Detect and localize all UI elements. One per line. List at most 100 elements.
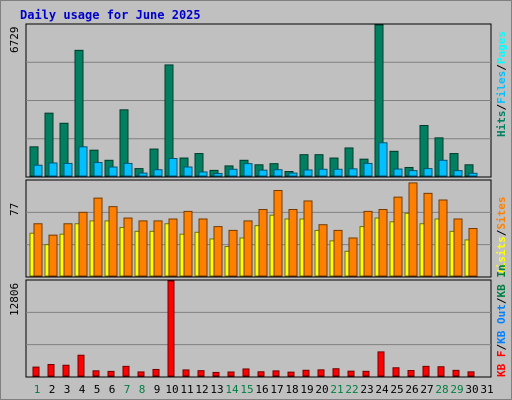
- panel-visits-max-label: 77: [8, 202, 21, 216]
- x-tick-label-day-31: 31: [480, 383, 493, 396]
- bar-sites-day-8: [138, 220, 148, 277]
- chart-title: Daily usage for June 2025: [20, 8, 201, 22]
- bar-files-day-26: [408, 170, 418, 177]
- x-tick-label-day-20: 20: [315, 383, 328, 396]
- bar-kb-f-day-15: [242, 368, 250, 377]
- bar-sites-day-24: [378, 209, 388, 277]
- bar-sites-day-29: [453, 218, 463, 277]
- x-tick-label-day-30: 30: [465, 383, 478, 396]
- legend-entry: /: [495, 64, 508, 71]
- bar-kb-f-day-29: [452, 369, 460, 377]
- legend-entry: /: [495, 103, 508, 111]
- bar-kb-f-day-10: [167, 280, 175, 377]
- legend-entry: KB In: [495, 264, 508, 298]
- bar-sites-day-21: [333, 229, 343, 277]
- x-tick-label-day-10: 10: [165, 383, 178, 396]
- x-tick-label-day-11: 11: [180, 383, 193, 396]
- bar-sites-day-20: [318, 224, 328, 277]
- x-tick-label-day-17: 17: [270, 383, 283, 396]
- panel-kbytes-legend: KB F/KB Out/KB In: [495, 264, 508, 377]
- x-tick-label-day-28: 28: [435, 383, 448, 396]
- bar-sites-day-9: [153, 220, 163, 277]
- panel-kbytes-area: [25, 279, 492, 378]
- bar-files-day-21: [333, 168, 343, 177]
- x-tick-label-day-8: 8: [139, 383, 146, 396]
- bar-files-day-11: [183, 166, 193, 177]
- x-tick-label-day-2: 2: [49, 383, 56, 396]
- x-tick-label-day-15: 15: [240, 383, 253, 396]
- bar-sites-day-23: [363, 210, 373, 277]
- bar-sites-day-18: [288, 209, 298, 277]
- bar-sites-day-3: [63, 223, 73, 277]
- x-tick-label-day-1: 1: [34, 383, 41, 396]
- bar-files-day-7: [123, 162, 133, 177]
- x-tick-label-day-14: 14: [225, 383, 239, 396]
- bar-sites-day-25: [393, 196, 403, 277]
- bar-sites-day-10: [168, 218, 178, 277]
- bar-kb-f-day-7: [122, 365, 130, 377]
- bar-files-day-29: [453, 170, 463, 177]
- bar-sites-day-26: [408, 182, 418, 277]
- bar-kb-f-day-8: [137, 371, 145, 377]
- bar-sites-day-4: [78, 211, 88, 277]
- bar-kb-f-day-22: [347, 370, 355, 377]
- bar-kb-f-day-5: [92, 370, 100, 377]
- bar-kb-f-day-9: [152, 368, 160, 377]
- legend-entry: KB F: [495, 350, 508, 378]
- bar-files-day-17: [273, 169, 283, 177]
- bar-files-day-13: [213, 173, 223, 177]
- x-tick-label-day-19: 19: [300, 383, 313, 396]
- x-tick-label-day-27: 27: [420, 383, 433, 396]
- bar-sites-day-30: [468, 228, 478, 277]
- bar-sites-day-11: [183, 210, 193, 277]
- bar-sites-day-19: [303, 200, 313, 277]
- x-tick-label-day-21: 21: [330, 383, 343, 396]
- bar-sites-day-7: [123, 217, 133, 277]
- bar-kb-f-day-18: [287, 371, 295, 377]
- x-tick-label-day-9: 9: [154, 383, 161, 396]
- bar-files-day-3: [63, 162, 73, 177]
- bar-kb-f-day-17: [272, 370, 280, 377]
- bar-kb-f-day-11: [182, 369, 190, 377]
- bar-kb-f-day-20: [317, 369, 325, 377]
- bar-kb-f-day-16: [257, 371, 265, 377]
- panel-hits-max-label: 6729: [8, 26, 21, 54]
- bar-files-day-14: [228, 168, 238, 177]
- bar-kb-f-day-13: [212, 371, 220, 377]
- bar-kb-f-day-2: [47, 364, 55, 377]
- x-tick-label-day-22: 22: [345, 383, 358, 396]
- bar-sites-day-1: [33, 223, 43, 277]
- bar-files-day-27: [423, 168, 433, 177]
- legend-entry: Hits: [495, 110, 508, 138]
- bar-files-day-8: [138, 172, 148, 177]
- bar-kb-f-day-24: [377, 351, 385, 377]
- bar-sites-day-16: [258, 209, 268, 277]
- x-tick-label-day-23: 23: [360, 383, 373, 396]
- legend-entry: /: [495, 297, 508, 305]
- bar-sites-day-15: [243, 220, 253, 277]
- bar-kb-f-day-25: [392, 367, 400, 377]
- bar-kb-f-day-27: [422, 365, 430, 377]
- bar-files-day-9: [153, 169, 163, 177]
- bar-files-day-15: [243, 163, 253, 177]
- bar-files-day-18: [288, 172, 298, 177]
- bar-kb-f-day-12: [197, 370, 205, 377]
- bar-kb-f-day-1: [32, 366, 40, 377]
- x-tick-label-day-7: 7: [124, 383, 131, 396]
- bar-sites-day-13: [213, 226, 223, 277]
- bar-kb-f-day-26: [407, 370, 415, 377]
- legend-entry: /: [495, 343, 508, 351]
- x-tick-label-day-26: 26: [405, 383, 418, 396]
- legend-entry: /: [495, 229, 508, 237]
- bar-sites-day-27: [423, 192, 433, 277]
- bar-files-day-10: [168, 157, 178, 177]
- bar-kb-f-day-19: [302, 369, 310, 377]
- bar-kb-f-day-21: [332, 368, 340, 377]
- bar-files-day-6: [108, 166, 118, 177]
- bar-sites-day-5: [93, 197, 103, 277]
- bar-files-day-25: [393, 168, 403, 177]
- bar-files-day-19: [303, 169, 313, 177]
- bar-kb-f-day-4: [77, 354, 85, 377]
- x-tick-label-day-4: 4: [79, 383, 86, 396]
- bar-sites-day-28: [438, 199, 448, 277]
